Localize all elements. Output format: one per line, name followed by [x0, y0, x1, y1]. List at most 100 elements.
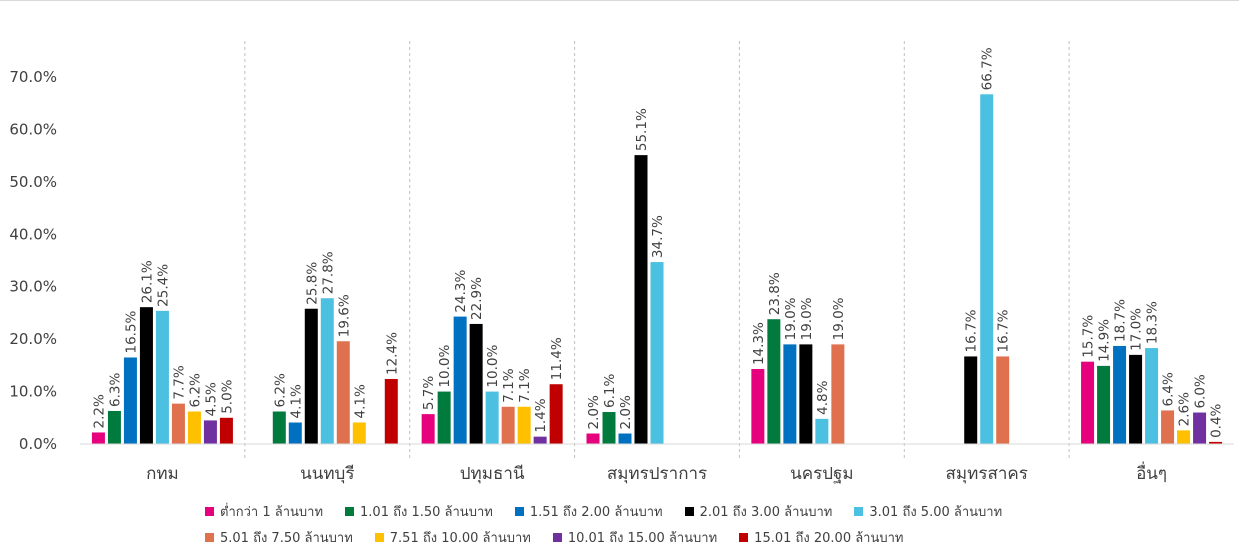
bar [1097, 365, 1111, 444]
data-label: 14.9% [1097, 319, 1113, 362]
data-label: 19.0% [783, 297, 799, 340]
bar [1193, 412, 1207, 444]
bar [485, 391, 499, 444]
legend-label: ต่ำกว่า 1 ล้านบาท [220, 504, 324, 520]
data-label: 4.5% [203, 382, 219, 416]
x-category-label: สมุทรสาคร [946, 464, 1028, 484]
bar [336, 341, 350, 444]
data-label: 27.8% [320, 251, 336, 294]
bar [1177, 430, 1191, 444]
legend-item: ต่ำกว่า 1 ล้านบาท [205, 501, 323, 522]
legend-swatch [854, 506, 864, 516]
bar [469, 323, 483, 444]
x-category-label: นนทบุรี [300, 464, 354, 484]
bars [91, 94, 1223, 445]
data-label: 2.0% [586, 395, 602, 429]
legend-label: 2.01 ถึง 3.00 ล้านบาท [699, 504, 833, 520]
legend-label: 1.51 ถึง 2.00 ล้านบาท [529, 504, 663, 520]
bar [272, 411, 286, 444]
y-tick-label: 20.0% [9, 330, 57, 348]
x-category-label: สมุทรปราการ [607, 464, 707, 484]
category-separators [244, 41, 1070, 459]
data-label: 12.4% [384, 332, 400, 375]
bar [1145, 348, 1159, 444]
data-label: 5.7% [421, 376, 437, 410]
bar [352, 422, 366, 444]
legend-swatch [552, 532, 562, 542]
legend-swatch [514, 506, 524, 516]
bar [815, 418, 829, 444]
bar [964, 356, 978, 444]
data-label: 18.3% [1145, 301, 1161, 344]
x-category-label: นครปฐม [790, 464, 854, 484]
bar [304, 308, 318, 444]
bar [1113, 345, 1127, 444]
bar [586, 433, 600, 444]
data-label: 4.1% [288, 384, 304, 418]
data-label: 2.6% [1177, 392, 1193, 426]
bar [453, 316, 467, 444]
data-label: 18.7% [1113, 299, 1129, 342]
x-category-label: อื่นๆ [1136, 461, 1167, 484]
x-axis-categories: กทม นนทบุรี ปทุมธานี สมุทรปราการ นครปฐม สมุทร… [146, 461, 1167, 484]
data-label: 23.8% [767, 272, 783, 315]
bar [384, 378, 398, 444]
bar [320, 298, 334, 444]
data-label: 5.0% [219, 379, 235, 413]
bar [437, 391, 451, 444]
bar [107, 410, 121, 444]
data-label: 17.0% [1129, 308, 1145, 351]
bar [1129, 354, 1143, 444]
data-label: 10.0% [485, 345, 501, 388]
y-tick-label: 40.0% [9, 225, 57, 243]
bar [634, 155, 648, 444]
data-label: 6.0% [1193, 374, 1209, 408]
data-label: 25.4% [155, 264, 171, 307]
bar [783, 344, 797, 444]
legend-item: 10.01 ถึง 15.00 ล้านบาท [552, 527, 717, 548]
data-label: 16.5% [123, 310, 139, 353]
x-category-label: กทม [146, 464, 179, 484]
data-label: 26.1% [139, 260, 155, 303]
bar [517, 406, 531, 444]
data-label: 1.4% [533, 398, 549, 432]
data-label: 6.3% [107, 373, 123, 407]
data-label: 2.2% [91, 394, 107, 428]
bar [618, 433, 632, 444]
data-label: 0.4% [1209, 403, 1225, 437]
data-label: 66.7% [980, 47, 996, 90]
bar [751, 369, 765, 444]
bar [187, 411, 201, 444]
legend-swatch [205, 506, 214, 516]
y-tick-label: 0.0% [19, 435, 57, 453]
bar [139, 307, 153, 444]
legend-swatch [345, 506, 355, 516]
data-label: 10.0% [437, 345, 453, 388]
bar [171, 403, 185, 444]
data-label: 19.6% [336, 294, 352, 337]
x-category-label: ปทุมธานี [460, 464, 525, 484]
data-label: 16.7% [996, 309, 1012, 352]
bar [602, 412, 616, 444]
y-tick-label: 10.0% [9, 383, 57, 401]
legend-label: 1.01 ถึง 1.50 ล้านบาท [360, 504, 493, 520]
y-tick-label: 50.0% [9, 173, 57, 191]
bar [123, 357, 137, 444]
legend-item: 1.51 ถึง 2.00 ล้านบาท [514, 501, 663, 522]
bar [549, 384, 563, 444]
data-label: 4.8% [815, 380, 831, 414]
bar [1081, 361, 1095, 444]
legend-label: 7.51 ถึง 10.00 ล้านบาท [389, 530, 531, 546]
data-label: 19.0% [831, 297, 847, 340]
bar [650, 262, 664, 444]
legend: ต่ำกว่า 1 ล้านบาท 1.01 ถึง 1.50 ล้านบาท 1.… [205, 498, 1065, 550]
data-label: 6.2% [272, 373, 288, 407]
bar [421, 414, 435, 444]
data-label: 4.1% [352, 384, 368, 418]
y-tick-label: 30.0% [9, 278, 57, 296]
legend-item: 2.01 ถึง 3.00 ล้านบาท [684, 501, 833, 522]
bar [767, 319, 781, 444]
legend-swatch [739, 532, 749, 542]
